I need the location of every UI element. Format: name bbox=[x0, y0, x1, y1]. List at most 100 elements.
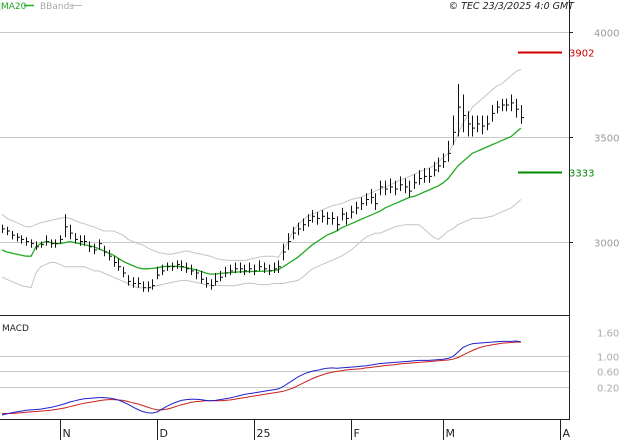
ma20-line bbox=[1, 127, 522, 275]
ohlc-bar bbox=[259, 260, 262, 271]
price-tick-label-3500: 3500 bbox=[594, 134, 619, 145]
ohlc-bar bbox=[99, 239, 102, 250]
ohlc-bar bbox=[463, 94, 466, 133]
x-tick-label-25: 25 bbox=[257, 427, 271, 440]
ohlc-bar bbox=[371, 189, 374, 204]
ohlc-bar bbox=[375, 193, 378, 210]
ohlc-bar bbox=[46, 235, 49, 246]
ohlc-bar bbox=[138, 277, 141, 288]
macd-gridlines bbox=[0, 356, 569, 388]
ohlc-bar bbox=[84, 235, 87, 246]
macd-line bbox=[1, 340, 521, 416]
ohlc-bar bbox=[351, 205, 354, 219]
price-tick-label-3000: 3000 bbox=[594, 239, 619, 250]
ohlc-bar bbox=[458, 84, 461, 137]
ma20-layer bbox=[1, 127, 522, 275]
ohlc-bar bbox=[114, 256, 117, 267]
x-tick-label-D: D bbox=[160, 427, 168, 440]
ohlc-bar bbox=[337, 216, 340, 231]
ohlc-bar bbox=[278, 260, 281, 273]
ohlc-bar bbox=[395, 180, 398, 196]
ohlc-bar bbox=[89, 241, 92, 252]
bb-lower-line bbox=[1, 199, 522, 289]
ohlc-bar bbox=[177, 260, 180, 269]
ohlc-bar bbox=[487, 115, 490, 131]
ohlc-bar bbox=[51, 239, 54, 248]
ohlc-bar bbox=[303, 218, 306, 231]
ohlc-bar bbox=[196, 268, 199, 280]
ohlc-bar bbox=[181, 260, 184, 271]
ohlc-bar bbox=[521, 105, 524, 124]
ohlc-bar bbox=[516, 98, 519, 118]
ohlc-bar bbox=[94, 243, 97, 255]
ohlc-bar bbox=[41, 241, 44, 248]
ohlc-bar bbox=[443, 153, 446, 168]
ohlc-bar bbox=[26, 237, 29, 246]
x-tick-label-N: N bbox=[63, 427, 71, 440]
x-tick-label-M: M bbox=[446, 427, 456, 440]
ohlc-bar bbox=[12, 231, 15, 240]
ohlc-bar bbox=[409, 180, 412, 198]
macd-tick-label-1: 1.00 bbox=[597, 353, 619, 364]
ohlc-bar bbox=[322, 210, 325, 223]
ohlc-bar bbox=[264, 262, 267, 273]
support-level-label: 3333 bbox=[569, 169, 594, 180]
ohlc-bar bbox=[80, 235, 83, 246]
ohlc-bar bbox=[157, 266, 160, 280]
ohlc-bar bbox=[414, 174, 417, 189]
price-axis-labels: 3000 3500 4000 bbox=[594, 29, 619, 250]
ohlc-bar bbox=[215, 273, 218, 286]
macd-tick-label-0.2: 0.20 bbox=[597, 384, 619, 395]
ohlc-bar bbox=[17, 233, 20, 242]
ohlc-bar bbox=[2, 224, 5, 234]
ohlc-bar bbox=[230, 264, 233, 276]
ohlc-bar bbox=[244, 264, 247, 276]
ohlc-bar bbox=[206, 277, 209, 288]
ohlc-bar bbox=[332, 212, 335, 225]
ohlc-bar bbox=[211, 279, 214, 290]
ohlc-bar bbox=[191, 264, 194, 276]
ohlc-bar bbox=[390, 178, 393, 194]
ohlc-bar bbox=[128, 275, 131, 286]
macd-lines bbox=[1, 340, 521, 416]
ohlc-bar bbox=[497, 100, 500, 114]
ohlc-bar bbox=[405, 178, 408, 194]
ohlc-bar bbox=[162, 264, 165, 276]
macd-axis-labels: 1.60 1.00 0.60 0.20 bbox=[597, 329, 619, 395]
legend-ma20-label: MA20 bbox=[1, 2, 27, 12]
ohlc-bar bbox=[288, 233, 291, 250]
legend-bbands-label: BBands bbox=[40, 2, 74, 12]
ohlc-bar bbox=[104, 245, 107, 257]
ohlc-bar bbox=[254, 264, 257, 276]
price-levels: 3902 3333 bbox=[518, 49, 594, 180]
ohlc-bar bbox=[293, 226, 296, 240]
ohlc-bar bbox=[152, 279, 155, 290]
ohlc-bar bbox=[346, 212, 349, 225]
ohlc-bar bbox=[65, 214, 68, 238]
ohlc-bar bbox=[118, 258, 121, 271]
ohlc-bar bbox=[172, 262, 175, 271]
ohlc-bar bbox=[400, 176, 403, 192]
ohlc-bar bbox=[448, 140, 451, 162]
macd-tick-label-1.6: 1.60 bbox=[597, 329, 619, 340]
ohlc-bar bbox=[269, 264, 272, 276]
ohlc-bar bbox=[133, 277, 136, 288]
ohlc-bar bbox=[438, 157, 441, 173]
ohlc-bar bbox=[143, 281, 146, 292]
ohlc-bar bbox=[434, 161, 437, 177]
price-tick-label-4000: 4000 bbox=[594, 29, 619, 40]
ohlc-bar bbox=[21, 235, 24, 244]
ohlc-bar bbox=[7, 226, 10, 236]
ohlc-bar bbox=[327, 212, 330, 225]
ohlc-bar bbox=[31, 239, 34, 248]
ohlc-bar bbox=[429, 168, 432, 183]
ohlc-bar bbox=[298, 222, 301, 236]
ohlc-bar bbox=[225, 266, 228, 278]
chart-timestamp: © TEC 23/3/2025 4:0 GMT bbox=[449, 1, 576, 12]
signal-line bbox=[2, 341, 521, 414]
price-gridlines bbox=[0, 32, 573, 243]
ohlc-bar bbox=[356, 201, 359, 215]
ohlc-bar bbox=[220, 270, 223, 282]
